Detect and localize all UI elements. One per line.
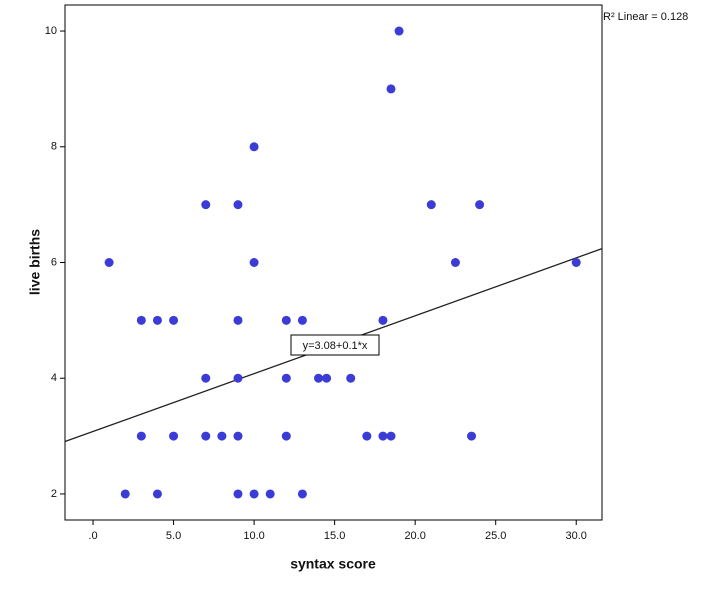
point <box>314 373 324 383</box>
y-tick-label: 6 <box>51 256 57 268</box>
point <box>281 373 291 383</box>
point <box>394 26 404 36</box>
point <box>281 315 291 325</box>
point <box>297 315 307 325</box>
point <box>249 142 259 152</box>
point <box>217 431 227 441</box>
point <box>378 315 388 325</box>
point <box>201 431 211 441</box>
point <box>475 200 485 210</box>
y-tick-label: 2 <box>51 488 57 500</box>
point <box>233 431 243 441</box>
point <box>233 373 243 383</box>
point <box>152 315 162 325</box>
point <box>233 200 243 210</box>
point <box>450 258 460 267</box>
point <box>201 200 211 210</box>
point <box>201 373 211 383</box>
x-tick-label: 30.0 <box>566 530 587 542</box>
fit-label-box <box>290 334 380 356</box>
point <box>362 431 372 441</box>
y-axis-label: live births <box>27 229 43 295</box>
point <box>169 431 179 441</box>
point <box>233 315 243 325</box>
y-tick-label: 10 <box>45 25 57 37</box>
x-tick-label: 5.0 <box>166 530 181 542</box>
point <box>386 84 396 94</box>
y-tick-label: 4 <box>51 372 57 384</box>
point <box>322 373 332 383</box>
x-tick-label: 10.0 <box>243 530 264 542</box>
point <box>249 258 259 267</box>
x-tick-label: 15.0 <box>324 530 345 542</box>
point <box>152 489 162 499</box>
point <box>233 489 243 499</box>
point <box>571 258 581 267</box>
point <box>346 373 356 383</box>
point <box>386 431 396 441</box>
point <box>467 431 477 441</box>
x-tick-label: 25.0 <box>485 530 506 542</box>
r2-label: R² Linear = 0.128 <box>603 11 688 23</box>
fit-label: y=3.08+0.1*x <box>303 340 368 352</box>
point <box>281 431 291 441</box>
point <box>136 315 146 325</box>
point <box>104 258 114 267</box>
point <box>265 489 275 499</box>
point <box>249 489 259 499</box>
x-axis-label: syntax score <box>290 556 376 572</box>
y-tick-label: 8 <box>51 141 57 153</box>
point <box>169 315 179 325</box>
x-tick-label: 20.0 <box>404 530 425 542</box>
point <box>120 489 130 499</box>
point <box>297 489 307 499</box>
x-tick-label: .0 <box>88 530 97 542</box>
point <box>378 431 388 441</box>
point <box>136 431 146 441</box>
plot-frame <box>64 4 603 521</box>
point <box>426 200 436 210</box>
